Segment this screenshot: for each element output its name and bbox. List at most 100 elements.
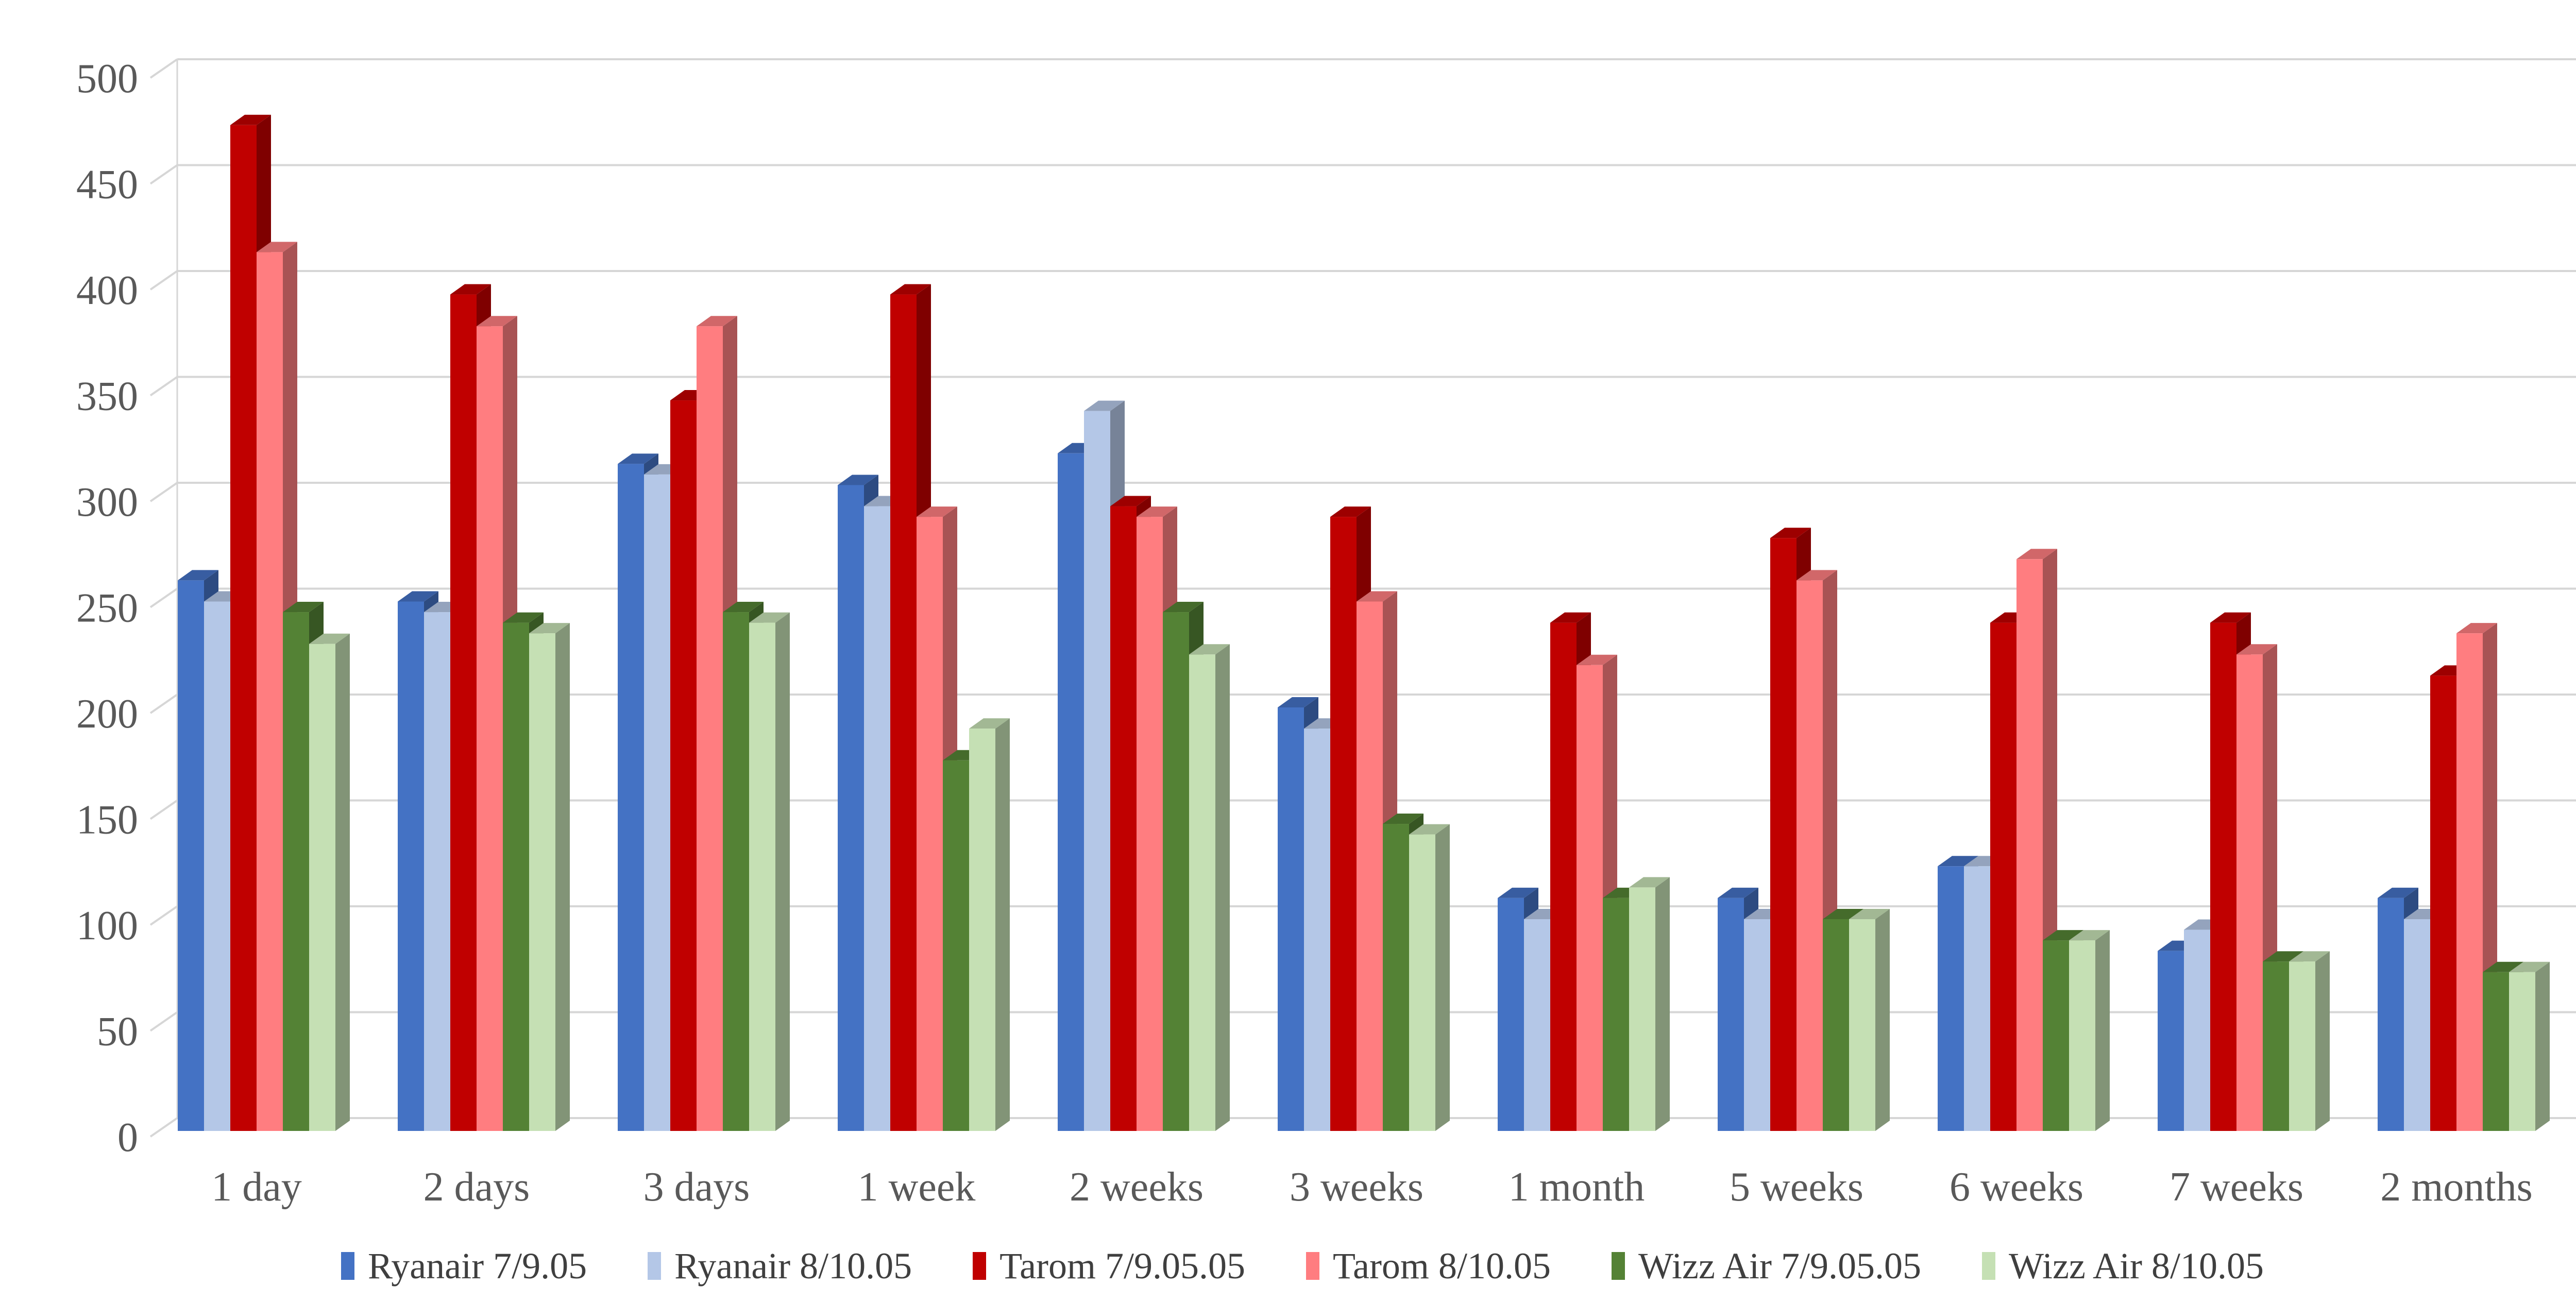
gridline-tick-50 bbox=[149, 1011, 178, 1032]
bar-top-face bbox=[1849, 909, 1890, 919]
bar-top-face bbox=[2289, 951, 2330, 962]
bar-group-1-day bbox=[178, 114, 350, 1131]
bar-group-3-weeks bbox=[1278, 506, 1450, 1131]
bar-front-face bbox=[1990, 622, 2016, 1131]
y-axis-label-500: 500 bbox=[76, 56, 138, 102]
gridline-tick-100 bbox=[149, 905, 178, 926]
bar-Wizz-Air-8-10-05-2-weeks bbox=[1189, 644, 1230, 1131]
bar-front-face bbox=[943, 760, 969, 1131]
gridline-tick-200 bbox=[149, 694, 178, 714]
bar-Wizz-Air-8-10-05-3-weeks bbox=[1409, 824, 1450, 1131]
legend-item-Ryanair-7-9-05: Ryanair 7/9.05 bbox=[341, 1247, 587, 1284]
x-axis-label-3-days: 3 days bbox=[643, 1164, 750, 1210]
legend-item-Wizz-Air-7-9-05-05: Wizz Air 7/9.05.05 bbox=[1611, 1247, 1921, 1284]
x-axis-label-5-weeks: 5 weeks bbox=[1730, 1164, 1863, 1210]
y-axis-label-150: 150 bbox=[76, 798, 138, 843]
bar-front-face bbox=[1964, 866, 1990, 1131]
bar-front-face bbox=[257, 252, 283, 1131]
legend-item-Ryanair-8-10-05: Ryanair 8/10.05 bbox=[648, 1247, 912, 1284]
bar-side-face bbox=[555, 623, 570, 1131]
gridline-tick-500 bbox=[149, 58, 178, 79]
legend-item-Tarom-7-9-05-05: Tarom 7/9.05.05 bbox=[973, 1247, 1245, 1284]
y-axis-label-0: 0 bbox=[117, 1115, 138, 1160]
bar-front-face bbox=[2236, 654, 2263, 1131]
x-axis-label-2-weeks: 2 weeks bbox=[1070, 1164, 1204, 1210]
bar-front-face bbox=[1383, 824, 1409, 1131]
y-axis-labels: 0 50 100 150 200 250 300 350 400 450 500 bbox=[76, 56, 138, 1160]
bar-front-face bbox=[1330, 517, 1357, 1131]
bar-Wizz-Air-8-10-05-1-month bbox=[1629, 877, 1670, 1131]
bar-top-face bbox=[2456, 623, 2497, 634]
bar-top-face bbox=[477, 316, 517, 327]
bar-front-face bbox=[2069, 940, 2095, 1131]
y-axis-label-450: 450 bbox=[76, 162, 138, 208]
bar-front-face bbox=[670, 400, 697, 1131]
bar-top-face bbox=[283, 602, 324, 613]
bar-top-face bbox=[2210, 612, 2251, 623]
bar-front-face bbox=[1770, 538, 1797, 1131]
bar-front-face bbox=[2483, 972, 2509, 1131]
bar-front-face bbox=[2456, 633, 2483, 1131]
bar-front-face bbox=[2263, 961, 2289, 1131]
legend-label: Ryanair 7/9.05 bbox=[368, 1245, 587, 1287]
bar-Wizz-Air-8-10-05-3-days bbox=[749, 612, 790, 1131]
bar-front-face bbox=[1718, 898, 1744, 1131]
bar-top-face bbox=[890, 284, 931, 295]
legend-swatch-icon bbox=[1306, 1252, 1320, 1280]
y-axis-label-100: 100 bbox=[76, 903, 138, 949]
bar-front-face bbox=[477, 326, 503, 1131]
chart-legend: Ryanair 7/9.05 Ryanair 8/10.05 Tarom 7/9.0… bbox=[0, 1232, 2576, 1299]
bar-front-face bbox=[1524, 919, 1550, 1131]
bar-top-face bbox=[178, 570, 218, 581]
bar-front-face bbox=[1357, 601, 1383, 1131]
bar-side-face bbox=[995, 718, 1010, 1131]
bar-top-face bbox=[1110, 496, 1151, 506]
legend-swatch-icon bbox=[1981, 1252, 1995, 1280]
bar-front-face bbox=[1849, 919, 1875, 1131]
bar-Wizz-Air-8-10-05-6-weeks bbox=[2069, 930, 2110, 1131]
bar-Wizz-Air-8-10-05-5-weeks bbox=[1849, 909, 1890, 1131]
bar-front-face bbox=[1084, 411, 1110, 1131]
bar-front-face bbox=[309, 644, 335, 1131]
x-axis-label-3-weeks: 3 weeks bbox=[1290, 1164, 1423, 1210]
gridline-tick-150 bbox=[149, 799, 178, 820]
bars bbox=[178, 114, 2550, 1131]
bar-front-face bbox=[204, 601, 230, 1131]
bar-side-face bbox=[1655, 877, 1670, 1131]
legend-item-Wizz-Air-8-10-05: Wizz Air 8/10.05 bbox=[1981, 1247, 2264, 1284]
y-axis-label-300: 300 bbox=[76, 480, 138, 525]
bar-front-face bbox=[2210, 622, 2236, 1131]
bar-top-face bbox=[697, 316, 737, 327]
y-axis-label-200: 200 bbox=[76, 691, 138, 737]
bar-front-face bbox=[697, 326, 723, 1131]
bar-top-face bbox=[1163, 602, 1204, 613]
gridline-tick-400 bbox=[149, 270, 178, 291]
bar-top-face bbox=[1629, 877, 1670, 888]
bar-front-face bbox=[1577, 665, 1603, 1131]
y-axis-label-50: 50 bbox=[97, 1009, 138, 1055]
bar-front-face bbox=[917, 517, 943, 1131]
bar-group-2-months bbox=[2378, 623, 2550, 1131]
bar-top-face bbox=[2043, 930, 2083, 941]
bar-group-7-weeks bbox=[2158, 612, 2330, 1131]
bar-front-face bbox=[1603, 898, 1629, 1131]
bar-front-face bbox=[1058, 453, 1084, 1131]
bar-front-face bbox=[838, 485, 864, 1131]
bar-front-face bbox=[178, 580, 204, 1131]
bar-front-face bbox=[398, 601, 424, 1131]
gridline-tick-250 bbox=[149, 587, 178, 608]
bar-top-face bbox=[2069, 930, 2110, 941]
legend-swatch-icon bbox=[341, 1252, 355, 1280]
bar-top-face bbox=[2236, 644, 2277, 655]
bar-top-face bbox=[2509, 961, 2550, 972]
bar-Wizz-Air-8-10-05-2-months bbox=[2509, 961, 2550, 1131]
bar-front-face bbox=[864, 506, 890, 1131]
y-axis-label-400: 400 bbox=[76, 268, 138, 313]
bar-Wizz-Air-8-10-05-2-days bbox=[529, 623, 570, 1131]
gridline-tick-300 bbox=[149, 482, 178, 502]
bar-front-face bbox=[230, 125, 257, 1131]
legend-swatch-icon bbox=[973, 1252, 987, 1280]
bar-front-face bbox=[1823, 919, 1849, 1131]
bar-top-face bbox=[230, 114, 271, 125]
